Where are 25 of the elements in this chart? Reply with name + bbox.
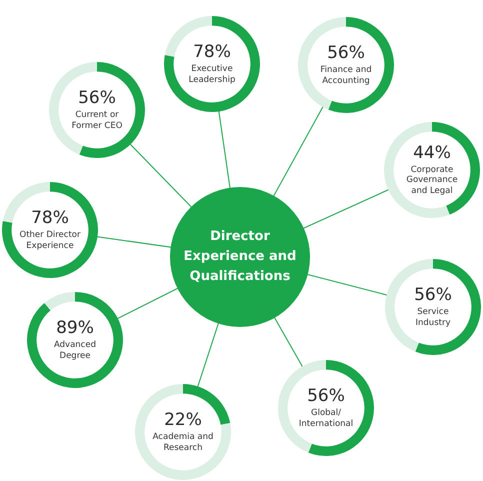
text: Director Experience and Qualifications: [182, 228, 298, 286]
donut-slice: [2, 182, 98, 278]
text: Other Director Experience: [18, 230, 82, 251]
text: Corporate Governance and Legal: [405, 164, 459, 196]
data-label: 44%: [413, 142, 451, 163]
text: Current or Former CEO: [70, 110, 124, 131]
text: Finance and Accounting: [319, 65, 373, 86]
donut-slice: [135, 384, 231, 480]
data-label: 56%: [414, 285, 452, 305]
data-label: 56%: [327, 43, 365, 63]
data-label: 78%: [31, 208, 69, 228]
data-label: 56%: [78, 88, 116, 108]
text: Executive Leadership: [188, 64, 236, 85]
data-label: 89%: [56, 318, 94, 338]
text: Advanced Degree: [53, 340, 97, 361]
data-label: 56%: [307, 386, 345, 406]
donut-slice: [27, 292, 123, 388]
donut-slice: [415, 259, 481, 355]
data-label: 22%: [164, 410, 202, 430]
donut-slice: [44, 292, 75, 310]
text: Academia and Research: [152, 432, 214, 453]
donut-slice: [164, 16, 260, 112]
text: Global/ International: [298, 408, 354, 429]
data-label: 78%: [193, 42, 231, 62]
text: Service Industry: [414, 307, 452, 328]
